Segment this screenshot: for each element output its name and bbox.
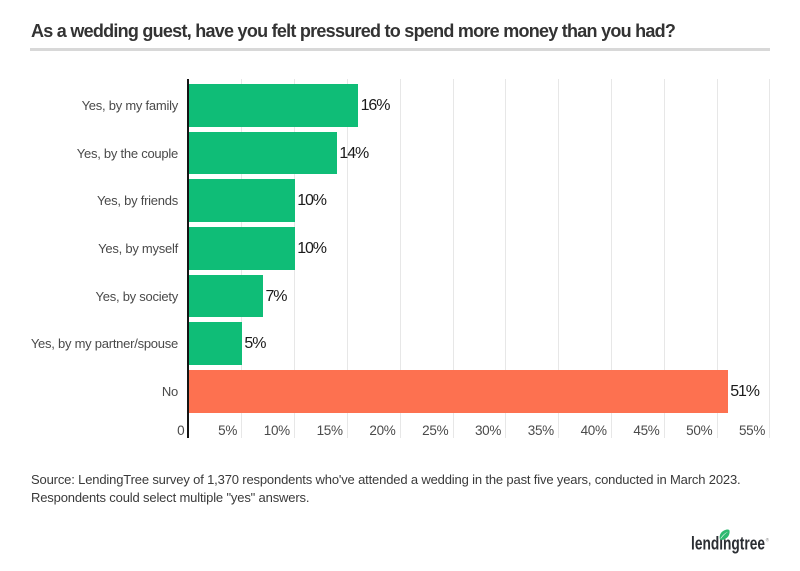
svg-text:®: ® <box>766 537 770 543</box>
svg-text:lendingtree: lendingtree <box>691 534 765 554</box>
